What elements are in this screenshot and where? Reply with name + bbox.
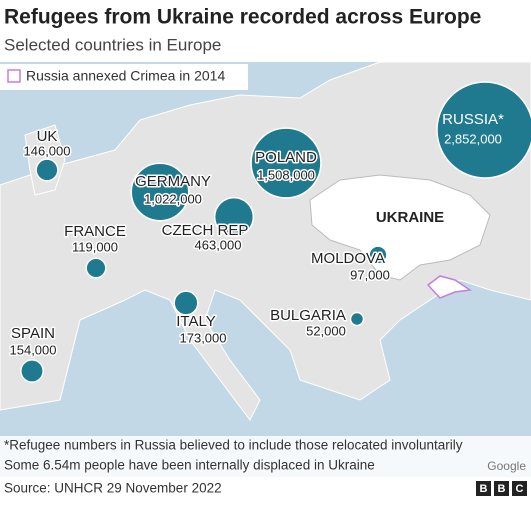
- bubble: [174, 291, 198, 315]
- value-label: 1,508,000: [257, 167, 315, 182]
- bubble: [86, 258, 106, 278]
- region-label: UKRAINE: [376, 209, 444, 226]
- attribution: Google: [487, 459, 526, 473]
- note: Some 6.54m people have been internally d…: [4, 458, 375, 473]
- source: Source: UNHCR 29 November 2022: [4, 481, 222, 496]
- country-name: FRANCE: [64, 223, 126, 240]
- svg-text:C: C: [516, 483, 524, 495]
- country-name: GERMANY: [135, 173, 211, 190]
- legend-label: Russia annexed Crimea in 2014: [26, 68, 225, 84]
- value-label: 52,000: [306, 323, 346, 338]
- country-name: BULGARIA: [270, 307, 346, 324]
- bubble: [437, 82, 531, 178]
- note: *Refugee numbers in Russia believed to i…: [4, 438, 463, 453]
- country-name: UK: [37, 128, 58, 145]
- value-label: 1,022,000: [144, 191, 202, 206]
- value-label: 146,000: [24, 143, 71, 158]
- legend-swatch: [8, 70, 20, 82]
- bubble: [351, 313, 364, 326]
- country-name: ITALY: [176, 313, 215, 330]
- value-label: 154,000: [10, 342, 57, 357]
- country-name: RUSSIA*: [442, 111, 504, 128]
- bubble: [21, 360, 43, 382]
- bbc-logo: B B C: [476, 481, 527, 496]
- country-name: CZECH REP: [162, 222, 249, 239]
- value-label: 173,000: [180, 330, 227, 345]
- country-name: SPAIN: [11, 325, 55, 342]
- value-label: 2,852,000: [444, 131, 502, 146]
- country-name: POLAND: [255, 149, 317, 166]
- map: UKRAINE UK146,000GERMANY1,022,000POLAND1…: [0, 62, 531, 477]
- title: Refugees from Ukraine recorded across Eu…: [4, 6, 481, 29]
- svg-text:B: B: [480, 483, 488, 495]
- value-label: 119,000: [72, 239, 118, 254]
- bubble: [36, 159, 58, 181]
- subtitle: Selected countries in Europe: [4, 35, 221, 54]
- svg-text:B: B: [498, 483, 506, 495]
- country-name: MOLDOVA: [311, 250, 385, 267]
- value-label: 97,000: [350, 267, 390, 282]
- value-label: 463,000: [195, 237, 242, 252]
